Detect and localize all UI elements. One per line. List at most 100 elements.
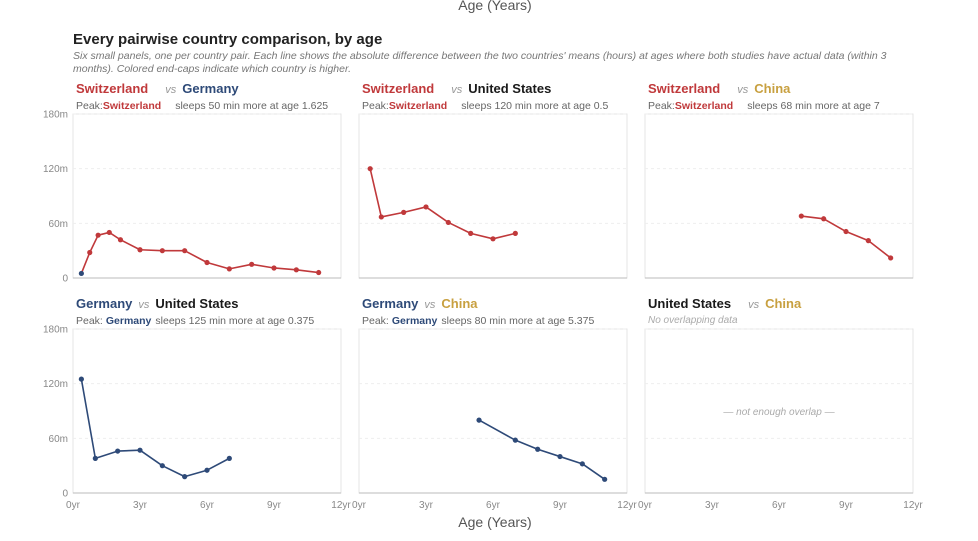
peak-text: sleeps 68 min more at age 7	[747, 100, 880, 112]
x-tick-label: 0yr	[352, 500, 367, 511]
panel-vs: vs	[748, 299, 760, 311]
panel-country-b: United States	[468, 81, 552, 96]
x-tick-label: 3yr	[705, 500, 720, 511]
y-tick-label: 0	[62, 274, 68, 285]
panel-frame	[358, 328, 628, 494]
panel-vs: vs	[451, 84, 463, 96]
y-tick-label: 180m	[43, 110, 68, 121]
panel-vs: vs	[165, 84, 177, 96]
peak-prefix: Peak:	[76, 100, 103, 112]
data-point	[95, 232, 101, 238]
panel-country-a: United States	[648, 296, 732, 311]
data-point	[204, 467, 210, 473]
panel-header: Germany vs China	[362, 296, 478, 311]
data-point	[512, 437, 518, 443]
data-point	[557, 453, 563, 460]
y-tick-label: 180m	[43, 325, 68, 336]
x-tick-label: 9yr	[839, 500, 854, 511]
data-point	[423, 204, 429, 210]
x-tick-label: 12yr	[617, 500, 637, 511]
panel-peak: Peak:Switzerland sleeps 120 min more at a…	[362, 100, 608, 112]
data-point	[226, 266, 232, 272]
data-point	[87, 249, 93, 256]
panel-country-a: Germany	[362, 296, 419, 311]
panel-peak: Peak:Switzerland sleeps 68 min more at ag…	[648, 100, 880, 112]
x-tick-label: 0yr	[66, 500, 81, 511]
panel-switzerland-vs-united-states: Switzerland vs United States Peak:Switzerl…	[362, 81, 652, 131]
panel-header: United States vs China	[648, 296, 801, 311]
panel-vs: vs	[424, 299, 436, 311]
peak-prefix: Peak:	[362, 100, 389, 112]
data-point	[115, 448, 121, 454]
panel-frame	[644, 113, 914, 279]
panel-switzerland-vs-china: Switzerland vs China Peak:Switzerland sleep…	[648, 81, 938, 131]
peak-country: Switzerland	[674, 100, 734, 112]
data-point	[821, 216, 827, 222]
peak-text: sleeps 50 min more at age 1.625	[175, 100, 329, 112]
data-point	[293, 267, 299, 273]
peak-country: Germany	[105, 315, 152, 327]
data-point	[579, 461, 585, 467]
data-point	[106, 229, 112, 236]
data-point	[117, 237, 124, 243]
data-point	[204, 259, 210, 266]
panel-country-b: China	[441, 296, 478, 311]
peak-country: Switzerland	[102, 100, 162, 112]
data-point	[476, 417, 482, 423]
peak-country: Germany	[391, 315, 438, 327]
panel-germany-vs-united-states: Germany vs United States Peak: Germany sleep…	[76, 296, 366, 346]
panel-peak: Peak: Germany sleeps 80 min more at age 5.…	[362, 315, 594, 327]
data-point	[798, 213, 804, 219]
data-point	[843, 228, 849, 235]
x-tick-label: 6yr	[486, 500, 501, 511]
panel-country-a: Switzerland	[648, 81, 721, 96]
y-tick-label: 120m	[43, 164, 68, 175]
series-line	[80, 231, 319, 274]
panel-country-a: Germany	[76, 296, 133, 311]
y-tick-label: 60m	[49, 219, 68, 230]
panel-header: Switzerland vs China	[648, 81, 790, 96]
series-line	[478, 419, 606, 480]
data-point	[512, 230, 518, 236]
panel-country-b: United States	[155, 296, 239, 311]
panel-country-b: China	[765, 296, 802, 311]
y-tick-label: 0	[62, 489, 68, 500]
panel-vs: vs	[138, 299, 150, 311]
panel-header: Switzerland vs United States	[362, 81, 551, 96]
data-point	[92, 455, 98, 461]
peak-prefix: Peak:	[648, 100, 675, 112]
x-tick-label: 6yr	[200, 500, 215, 511]
x-tick-label: 3yr	[133, 500, 148, 511]
panel-germany-vs-china: Germany vs China Peak: Germany sleeps 80 min…	[362, 296, 652, 346]
data-point	[137, 247, 143, 253]
series-line	[801, 215, 892, 259]
peak-text: sleeps 80 min more at age 5.375	[441, 315, 595, 327]
data-point	[137, 447, 143, 453]
panel-country-a: Switzerland	[76, 81, 149, 96]
y-tick-label: 120m	[43, 379, 68, 390]
x-tick-label: 9yr	[553, 500, 568, 511]
panel-vs: vs	[737, 84, 749, 96]
panel-frame	[72, 113, 342, 279]
chart-subtitle: Six small panels, one per country pair. …	[73, 50, 887, 75]
panel-header: Switzerland vs Germany	[76, 81, 239, 96]
data-point	[602, 476, 608, 482]
peak-text: sleeps 125 min more at age 0.375	[155, 315, 315, 327]
panel-united-states-vs-china: United States vs China No overlapping data	[648, 296, 938, 346]
peak-prefix: Peak:	[362, 315, 389, 327]
empty-panel-label: — not enough overlap —	[722, 407, 835, 418]
x-tick-label: 6yr	[772, 500, 787, 511]
panel-peak: Peak:Switzerland sleeps 50 min more at ag…	[76, 100, 328, 112]
top-x-axis-title: Age (Years)	[458, 0, 532, 13]
series-line	[80, 378, 230, 478]
bottom-x-axis-title: Age (Years)	[458, 514, 532, 530]
data-point	[445, 219, 451, 226]
panel-country-a: Switzerland	[362, 81, 435, 96]
data-point	[468, 230, 474, 236]
x-tick-label: 0yr	[638, 500, 653, 511]
x-tick-label: 3yr	[419, 500, 434, 511]
panel-header: Germany vs United States	[76, 296, 238, 311]
y-tick-label: 60m	[49, 434, 68, 445]
data-point	[888, 255, 894, 261]
